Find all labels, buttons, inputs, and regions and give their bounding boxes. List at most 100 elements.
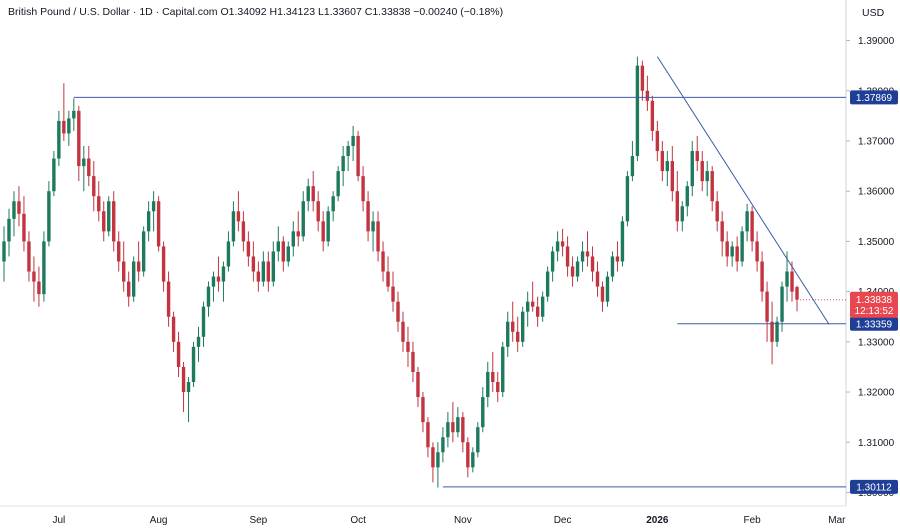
time-axis[interactable]: Jul Aug Sep Oct Nov Dec 2026 Feb Mar — [52, 515, 846, 526]
candle-body[interactable] — [211, 276, 216, 287]
candle-body[interactable] — [520, 311, 525, 342]
candle-body[interactable] — [146, 211, 151, 232]
candle-body[interactable] — [67, 118, 71, 134]
candle-body[interactable] — [376, 221, 380, 252]
candle-body[interactable] — [221, 266, 226, 282]
candle-body[interactable] — [690, 151, 694, 187]
candle-body[interactable] — [446, 422, 450, 438]
candle-body[interactable] — [151, 201, 156, 212]
candle-body[interactable] — [396, 301, 400, 322]
candle-body[interactable] — [92, 176, 96, 197]
candle-body[interactable] — [216, 276, 221, 282]
candle-body[interactable] — [37, 281, 41, 295]
candle-body[interactable] — [725, 241, 729, 257]
candle-body[interactable] — [436, 452, 440, 468]
currency-label[interactable]: USD — [862, 7, 885, 19]
candle-body[interactable] — [511, 321, 515, 332]
candle-body[interactable] — [580, 251, 585, 262]
candle-body[interactable] — [670, 161, 675, 192]
candle-body[interactable] — [775, 321, 779, 342]
candle-body[interactable] — [635, 65, 640, 157]
candle-body[interactable] — [600, 286, 605, 302]
candle-body[interactable] — [381, 251, 385, 272]
candle-body[interactable] — [281, 241, 285, 262]
candle-body[interactable] — [7, 218, 11, 242]
candle-body[interactable] — [605, 276, 610, 302]
candle-body[interactable] — [555, 241, 560, 252]
candle-body[interactable] — [416, 371, 420, 398]
candle-body[interactable] — [735, 246, 739, 262]
candle-body[interactable] — [650, 100, 655, 131]
candle-body[interactable] — [560, 241, 565, 247]
candle-body[interactable] — [765, 291, 769, 322]
candle-body[interactable] — [745, 211, 749, 232]
candle-body[interactable] — [665, 161, 670, 172]
candle-body[interactable] — [535, 306, 540, 317]
candle-body[interactable] — [107, 201, 111, 232]
candle-body[interactable] — [491, 371, 495, 382]
candle-body[interactable] — [191, 346, 196, 382]
candle-body[interactable] — [710, 171, 714, 202]
candle-body[interactable] — [226, 241, 231, 267]
candle-body[interactable] — [496, 382, 500, 393]
candle-body[interactable] — [346, 146, 350, 157]
candle-body[interactable] — [476, 427, 480, 453]
candle-body[interactable] — [62, 120, 66, 134]
candle-body[interactable] — [740, 231, 744, 262]
candle-body[interactable] — [82, 158, 86, 167]
candle-body[interactable] — [790, 271, 794, 292]
candle-body[interactable] — [705, 171, 709, 182]
candle-body[interactable] — [615, 256, 620, 262]
candle-body[interactable] — [371, 221, 375, 232]
candle-body[interactable] — [176, 341, 181, 367]
candle-body[interactable] — [306, 186, 310, 202]
candle-body[interactable] — [136, 261, 141, 272]
candle-body[interactable] — [72, 110, 76, 119]
candle-body[interactable] — [575, 261, 580, 277]
candle-body[interactable] — [301, 201, 305, 237]
candle-body[interactable] — [57, 120, 61, 159]
candle-body[interactable] — [196, 336, 201, 347]
candle-body[interactable] — [655, 130, 660, 152]
candle-body[interactable] — [326, 211, 330, 242]
candle-body[interactable] — [316, 201, 320, 222]
candle-body[interactable] — [336, 171, 340, 197]
candle-body[interactable] — [201, 306, 206, 337]
candle-body[interactable] — [77, 110, 81, 167]
candle-body[interactable] — [32, 271, 36, 282]
candle-body[interactable] — [780, 286, 784, 322]
candle-body[interactable] — [640, 65, 645, 91]
candle-body[interactable] — [286, 246, 290, 262]
candle-body[interactable] — [186, 382, 191, 393]
candle-body[interactable] — [466, 442, 470, 468]
candle-body[interactable] — [630, 156, 635, 177]
candle-body[interactable] — [361, 176, 365, 202]
candle-body[interactable] — [311, 186, 315, 202]
candle-body[interactable] — [266, 261, 271, 282]
candle-body[interactable] — [256, 271, 261, 282]
candle-body[interactable] — [241, 221, 246, 242]
candle-body[interactable] — [431, 447, 435, 468]
candle-body[interactable] — [610, 256, 615, 277]
candle-body[interactable] — [525, 301, 530, 312]
candle-body[interactable] — [126, 281, 131, 297]
candle-body[interactable] — [795, 287, 799, 300]
candle-body[interactable] — [251, 256, 256, 272]
candle-body[interactable] — [481, 397, 485, 428]
candle-body[interactable] — [590, 256, 595, 272]
candle-body[interactable] — [131, 261, 136, 297]
candle-body[interactable] — [27, 241, 31, 272]
candle-body[interactable] — [246, 241, 251, 257]
candle-body[interactable] — [2, 241, 6, 262]
candle-body[interactable] — [680, 206, 684, 222]
candle-body[interactable] — [685, 186, 689, 207]
candle-body[interactable] — [401, 321, 405, 342]
candle-body[interactable] — [645, 90, 650, 101]
candle-body[interactable] — [486, 371, 490, 398]
candle-body[interactable] — [730, 246, 734, 257]
candle-body[interactable] — [755, 241, 759, 262]
candle-body[interactable] — [620, 221, 625, 262]
candle-body[interactable] — [52, 158, 56, 192]
candle-body[interactable] — [506, 321, 510, 347]
